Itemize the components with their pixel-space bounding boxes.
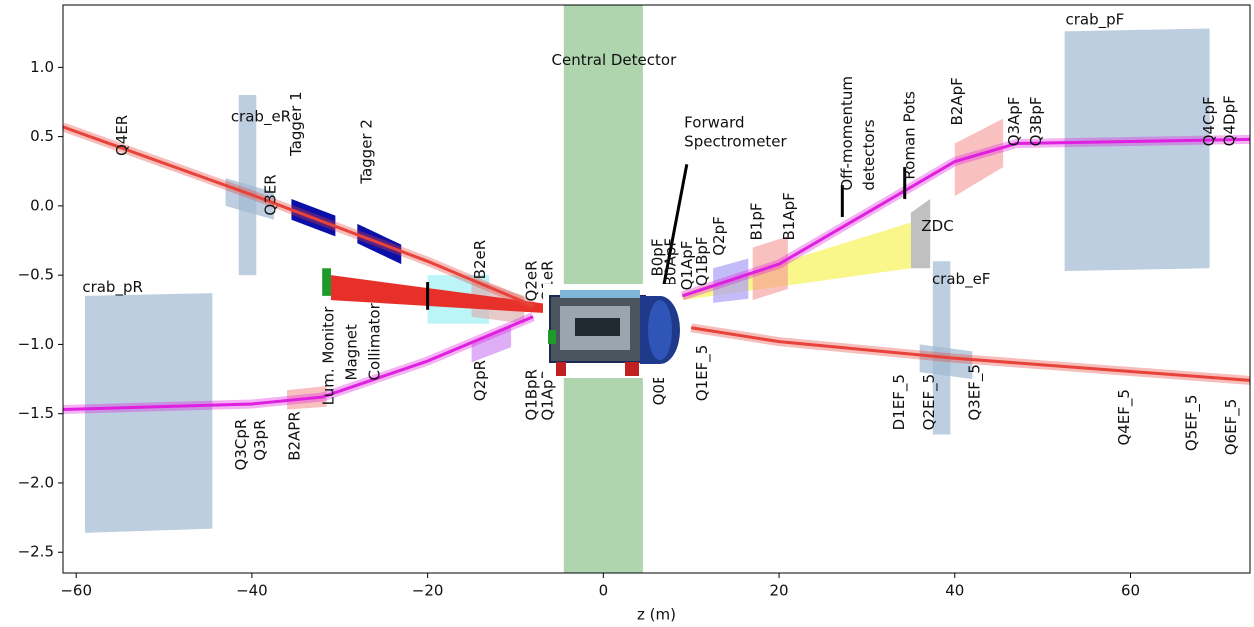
y-tick-label: −2.5 [18,543,54,561]
annotation: Spectrometer [684,133,787,151]
annotation: Off-momentum [838,76,856,191]
element-shape [85,293,212,533]
annotation: Q2pR [471,360,489,401]
annotation: Q3EF_5 [965,364,984,421]
annotation: Q4ER [113,115,131,156]
annotation: Q1EF_5 [693,345,712,402]
y-tick-label: 0.0 [30,196,54,214]
x-tick-label: 20 [770,582,789,600]
annotation: Q3ER [262,174,280,215]
annotation: Lum. Monitor [320,306,338,406]
annotation: Tagger 1 [287,91,305,157]
detector-image [543,284,681,378]
annotation: Q6EF_5 [1222,399,1241,456]
chart: Central Detector Forward Spectrometer ZDC cr… [0,0,1254,627]
annotation: D1EF_5 [890,374,909,430]
annotation: Q4EF_5 [1115,389,1134,446]
annotation: Q5EF_5 [1183,395,1202,452]
annotation: detectors [860,119,878,190]
annotation: Tagger 2 [357,119,375,185]
annotation: Q2EF_5 [920,374,939,431]
annotation: Q1BpF [693,236,711,286]
y-tick-label: −1.5 [18,404,54,422]
element-shape [322,268,331,296]
y-tick-label: −1.0 [18,335,54,353]
annotation: Central Detector [552,51,678,69]
x-tick-label: −40 [236,582,268,600]
annotation: crab_eF [932,270,990,289]
element-shape [1065,29,1210,271]
y-tick-label: −2.0 [18,473,54,491]
annotation: Q3pR [251,419,269,460]
annotation: Q2pF [710,216,728,256]
annotation: Roman Pots [900,91,918,180]
x-tick-label: −60 [60,582,92,600]
x-axis-label: z (m) [637,606,676,624]
annotation: B1ApF [780,192,798,240]
annotation: crab_eR [231,108,291,127]
annotation: Q4DpF [1220,95,1238,146]
annotation: ZDC [921,217,953,235]
annotation: Q3ApF [1005,97,1023,147]
annotation: B2ApF [948,77,966,125]
annotation: crab_pF [1065,11,1124,30]
x-tick-label: −20 [412,582,444,600]
y-tick-label: 0.5 [30,127,54,145]
annotation: Q3BpF [1027,97,1045,147]
x-tick-label: 0 [599,582,609,600]
annotation: Q3CpR [232,419,250,471]
annotation: Collimator [365,302,383,380]
annotation: Q4CpF [1200,96,1218,146]
annotation: B2APR [285,411,303,461]
y-tick-label: 1.0 [30,58,54,76]
x-tick-label: 40 [945,582,964,600]
annotation: Magnet [343,324,361,380]
x-tick-label: 60 [1121,582,1140,600]
annotation: Forward [684,113,744,131]
annotation: B0ApF [661,238,679,286]
annotation: B2eR [471,240,489,279]
y-tick-label: −0.5 [18,266,54,284]
annotation: B1pF [748,203,766,241]
annotation: crab_pR [82,278,143,297]
